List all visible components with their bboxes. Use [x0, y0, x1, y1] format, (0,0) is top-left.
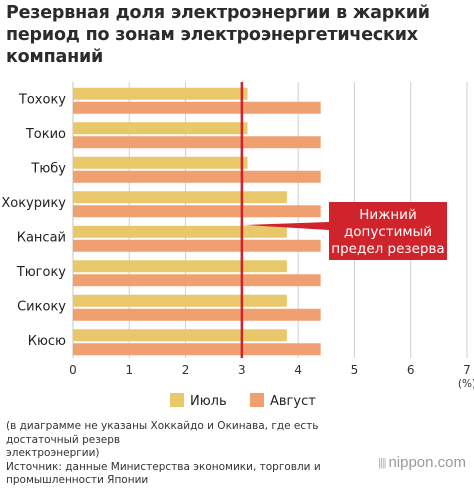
brand-dots: ||||	[378, 456, 387, 469]
x-tick-label: 4	[294, 363, 302, 377]
bar-july	[73, 225, 287, 238]
annotation-text: допустимый	[344, 224, 432, 240]
category-label: Тюбу	[30, 161, 66, 176]
category-label: Хокурику	[1, 196, 66, 211]
bar-july	[73, 329, 287, 342]
bar-july	[73, 87, 248, 100]
x-tick-label: 0	[69, 363, 77, 377]
category-label: Тохоку	[18, 92, 66, 107]
bar-july	[73, 156, 248, 169]
bar-august	[73, 343, 321, 356]
legend-swatch-august	[250, 393, 264, 407]
bar-july	[73, 122, 248, 135]
footnote-line-3: Источник: данные Министерства экономики,…	[6, 460, 321, 473]
bar-august	[73, 274, 321, 287]
footnote-line-2: электроэнергии)	[6, 447, 100, 459]
title-line-2: период по зонам электроэнергетических	[6, 25, 418, 45]
bar-august	[73, 101, 321, 114]
annotation-pointer	[244, 222, 329, 230]
chart-title: Резервная доля электроэнергии в жаркий п…	[6, 2, 468, 68]
bar-chart: 0 1 2 3 4 5 6 7(%) Тохоку Токио Тюбу Хокурику Кансай…	[1, 82, 474, 409]
category-label: Кансай	[17, 230, 66, 245]
bar-august	[73, 239, 321, 252]
footnote-line-1: (в диаграмме не указаны Хоккайдо и Окина…	[6, 420, 319, 446]
annotation-box	[329, 202, 447, 260]
legend-swatch-july	[170, 393, 184, 407]
bar-august	[73, 308, 321, 321]
annotation-text: предел резерва	[331, 241, 444, 257]
annotation-text: Нижний	[359, 207, 416, 223]
bar-july	[73, 294, 287, 307]
bar-july	[73, 260, 287, 273]
brand-logo: |||| nippon.com	[378, 454, 466, 471]
x-tick-label: 1	[125, 363, 133, 377]
category-label: Сикоку	[17, 299, 66, 314]
bar-august	[73, 205, 321, 218]
legend-label-august: Август	[270, 394, 316, 409]
x-tick-label: 5	[351, 363, 359, 377]
title-line-1: Резервная доля электроэнергии в жаркий	[6, 3, 430, 23]
bar-july	[73, 191, 287, 204]
category-label: Тюгоку	[16, 265, 67, 280]
category-label: Токио	[25, 127, 66, 142]
x-tick-label: 6	[407, 363, 415, 377]
x-tick-label: 3	[238, 363, 246, 377]
title-line-3: компаний	[6, 47, 104, 67]
bar-august	[73, 170, 321, 183]
bar-august	[73, 136, 321, 149]
legend-label-july: Июль	[190, 394, 227, 409]
brand-text: nippon.com	[388, 454, 466, 471]
x-tick-label: 2	[182, 363, 190, 377]
x-unit-label: (%)	[458, 378, 474, 390]
footnote: (в диаграмме не указаны Хоккайдо и Окина…	[6, 420, 356, 488]
x-tick-label: 7	[463, 363, 471, 377]
footnote-line-4: промышленности Японии	[6, 474, 149, 486]
category-label: Кюсю	[28, 334, 66, 349]
